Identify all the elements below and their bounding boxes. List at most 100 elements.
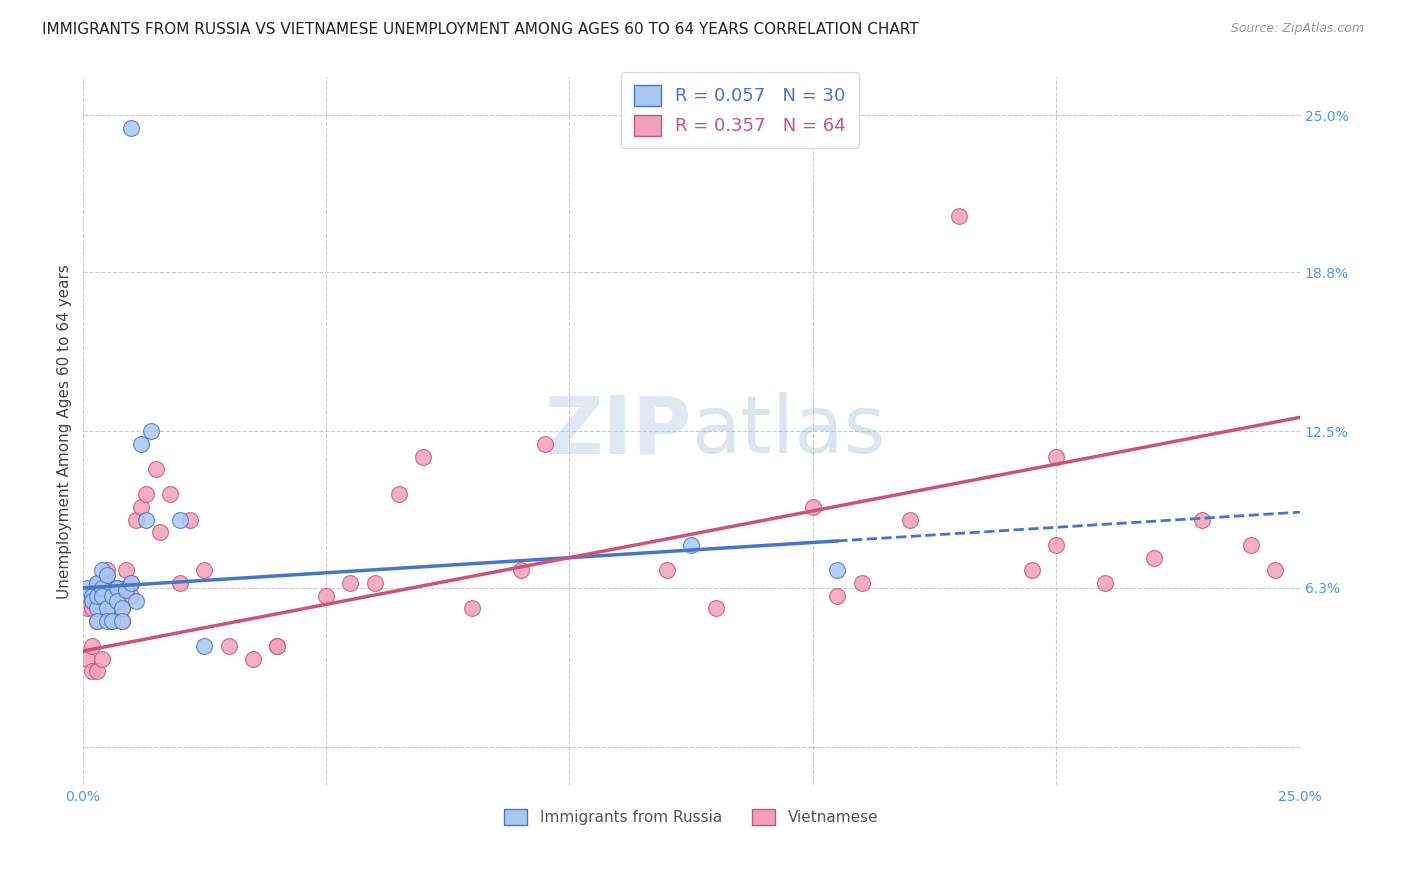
Point [1191,513,1213,527]
Point [266,639,288,653]
Point [364,575,387,590]
Point [86,589,108,603]
Point [139,424,162,438]
Point [412,450,434,464]
Point [159,487,181,501]
Point [96,563,118,577]
Point [149,525,172,540]
Point [86,575,108,590]
Text: atlas: atlas [692,392,886,470]
Point [91,581,114,595]
Point [266,639,288,653]
Point [115,583,138,598]
Point [82,601,104,615]
Point [129,437,152,451]
Point [96,601,118,615]
Point [509,563,531,577]
Point [169,513,191,527]
Point [76,589,98,603]
Point [218,639,240,653]
Point [76,601,98,615]
Point [461,601,484,615]
Point [91,589,114,603]
Point [169,575,191,590]
Point [1045,538,1067,552]
Point [101,614,124,628]
Point [76,581,98,595]
Point [242,651,264,665]
Text: ZIP: ZIP [544,392,692,470]
Point [110,601,132,615]
Point [1021,563,1043,577]
Point [120,589,142,603]
Point [898,513,921,527]
Point [86,614,108,628]
Point [827,589,849,603]
Point [105,593,128,607]
Point [135,513,157,527]
Point [96,593,118,607]
Point [179,513,201,527]
Point [315,589,337,603]
Point [704,601,727,615]
Text: Source: ZipAtlas.com: Source: ZipAtlas.com [1230,22,1364,36]
Point [96,568,118,582]
Point [86,601,108,615]
Point [105,593,128,607]
Point [101,589,124,603]
Point [125,513,148,527]
Point [534,437,557,451]
Point [91,651,114,665]
Point [135,487,157,501]
Point [82,665,104,679]
Point [110,614,132,628]
Point [96,568,118,582]
Point [193,563,215,577]
Point [145,462,167,476]
Point [120,575,142,590]
Point [827,563,849,577]
Point [681,538,703,552]
Y-axis label: Unemployment Among Ages 60 to 64 years: Unemployment Among Ages 60 to 64 years [58,264,72,599]
Point [76,651,98,665]
Point [1143,550,1166,565]
Point [86,614,108,628]
Point [801,500,824,514]
Point [91,601,114,615]
Point [115,563,138,577]
Point [101,601,124,615]
Point [91,563,114,577]
Point [105,581,128,595]
Point [115,581,138,595]
Point [96,589,118,603]
Point [1045,450,1067,464]
Point [86,575,108,590]
Point [388,487,411,501]
Point [655,563,678,577]
Point [82,589,104,603]
Point [91,581,114,595]
Point [193,639,215,653]
Point [86,589,108,603]
Point [948,210,970,224]
Point [1094,575,1116,590]
Point [105,581,128,595]
Point [1264,563,1286,577]
Point [96,614,118,628]
Point [120,575,142,590]
Point [129,500,152,514]
Point [82,639,104,653]
Point [82,593,104,607]
Text: IMMIGRANTS FROM RUSSIA VS VIETNAMESE UNEMPLOYMENT AMONG AGES 60 TO 64 YEARS CORR: IMMIGRANTS FROM RUSSIA VS VIETNAMESE UNE… [42,22,918,37]
Point [120,120,142,135]
Point [86,665,108,679]
Point [110,601,132,615]
Point [125,593,148,607]
Point [339,575,361,590]
Point [101,589,124,603]
Point [110,614,132,628]
Point [851,575,873,590]
Legend: Immigrants from Russia, Vietnamese: Immigrants from Russia, Vietnamese [495,800,887,834]
Point [101,614,124,628]
Point [1240,538,1263,552]
